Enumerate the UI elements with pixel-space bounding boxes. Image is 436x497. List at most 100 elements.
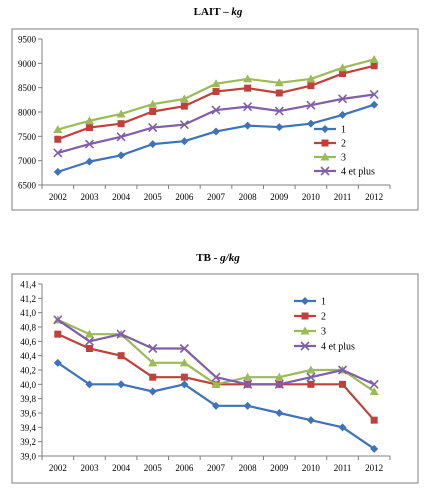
lait-x-tick-label: 2003	[80, 192, 99, 202]
lait-y-tick-label: 8500	[18, 83, 37, 93]
lait-y-tick-label: 9000	[18, 59, 37, 69]
lait-y-tick-label: 9500	[18, 35, 37, 45]
lait-data-point	[338, 110, 347, 119]
tb-data-point	[117, 380, 126, 389]
chart-1-title-separator: –	[220, 6, 232, 18]
tb-series-4	[53, 315, 379, 389]
tb-legend-label: 4 et plus	[321, 342, 355, 353]
tb-data-point	[54, 330, 62, 338]
lait-data-point	[211, 79, 221, 88]
lait-data-point	[149, 108, 157, 116]
lait-data-point	[338, 63, 348, 72]
lait-data-point	[180, 137, 189, 146]
lait-data-point	[244, 84, 252, 92]
chart-2-title: TB - g/kg	[0, 252, 436, 264]
tb-x-tick-label: 2010	[302, 463, 321, 473]
tb-data-point	[274, 372, 284, 381]
lait-data-point	[339, 70, 347, 78]
lait-x-tick-label: 2002	[49, 192, 67, 202]
lait-data-point	[148, 140, 157, 149]
lait-data-point	[306, 100, 316, 110]
tb-x-tick-label: 2007	[207, 463, 226, 473]
lait-data-point	[243, 102, 253, 112]
tb-legend-swatch-marker	[301, 312, 309, 320]
tb-data-point	[306, 372, 316, 382]
lait-legend: 1 2 3 4 et plus	[314, 125, 375, 178]
tb-y-tick-label: 40,8	[20, 323, 36, 333]
lait-data-point	[148, 99, 158, 108]
tb-x-tick-label: 2012	[365, 463, 383, 473]
lait-data-point	[337, 94, 348, 104]
tb-data-point	[339, 380, 347, 388]
lait-data-point	[275, 123, 284, 132]
lait-x-tick-label: 2008	[239, 192, 258, 202]
lait-data-point	[117, 120, 125, 128]
tb-x-tick-label: 2009	[270, 463, 289, 473]
lait-legend-label: 3	[341, 153, 346, 164]
tb-x-tick-label: 2005	[144, 463, 163, 473]
lait-data-point	[306, 74, 316, 83]
lait-series-1	[53, 100, 379, 176]
tb-data-point	[307, 380, 315, 388]
tb-legend-label: 1	[321, 297, 326, 308]
lait-data-point	[274, 78, 284, 87]
tb-data-point	[243, 401, 252, 410]
tb-y-tick-label: 40,0	[20, 380, 36, 390]
lait-x-tick-label: 2004	[112, 192, 131, 202]
tb-data-point	[117, 352, 125, 360]
tb-y-tick-label: 41,4	[20, 280, 36, 290]
tb-data-point	[370, 444, 379, 453]
tb-data-point	[148, 343, 158, 354]
tb-data-point	[53, 358, 62, 367]
tb-x-tick-label: 2006	[175, 463, 194, 473]
lait-legend-label: 2	[341, 139, 346, 150]
tb-data-point	[306, 365, 316, 374]
tb-data-point	[148, 387, 157, 396]
tb-legend: 1 2 3 4 et plus	[294, 297, 355, 353]
tb-data-point	[179, 358, 189, 367]
lait-series-2	[54, 62, 378, 143]
lait-line-chart: 6500 7000 7500 8000 8500 9000 9500 2002 2003 2004…	[11, 28, 419, 211]
lait-x-tick-label: 2006	[175, 192, 194, 202]
tb-data-point	[211, 372, 221, 382]
tb-data-point	[180, 373, 188, 381]
lait-data-point	[306, 119, 315, 128]
lait-data-point	[116, 109, 126, 118]
tb-y-tick-label: 39,2	[20, 437, 36, 447]
tb-y-tick-label: 39,6	[20, 409, 36, 419]
tb-y-tick-label: 41,2	[20, 294, 36, 304]
lait-legend-label: 1	[341, 125, 346, 136]
lait-data-point	[84, 116, 94, 125]
lait-x-tick-label: 2012	[365, 192, 383, 202]
tb-y-tick-label: 39,4	[20, 423, 36, 433]
lait-data-point	[85, 157, 94, 166]
lait-data-point	[243, 74, 253, 83]
lait-data-point	[307, 82, 315, 90]
tb-line-chart: 39,0 39,2 39,4 39,6 39,8 40,0 40,2 40,4 40,6 40,8…	[11, 273, 419, 484]
lait-data-point	[85, 124, 93, 132]
lait-legend-label: 4 et plus	[341, 167, 375, 178]
lait-x-tick-label: 2005	[144, 192, 163, 202]
tb-legend-swatch-marker	[301, 297, 309, 305]
lait-y-tick-label: 8000	[18, 108, 37, 118]
tb-data-point	[148, 358, 158, 367]
lait-series-4	[53, 89, 379, 158]
lait-data-point	[370, 62, 378, 70]
chart-1-unit: kg	[231, 6, 243, 18]
lait-data-point	[274, 106, 284, 116]
lait-data-point	[116, 132, 126, 142]
tb-data-point	[306, 416, 315, 425]
tb-data-point	[212, 401, 220, 410]
tb-x-tick-label: 2004	[112, 463, 131, 473]
lait-data-point	[212, 88, 220, 96]
tb-data-point	[275, 409, 284, 417]
tb-y-tick-label: 40,4	[20, 351, 36, 361]
lait-data-point	[275, 89, 283, 97]
tb-y-tick-label: 39,0	[20, 452, 36, 462]
tb-data-point	[243, 379, 253, 389]
lait-data-point	[179, 120, 189, 130]
tb-legend-swatch-marker	[300, 326, 310, 335]
tb-x-tick-label: 2002	[49, 463, 67, 473]
lait-y-tick-label: 7000	[18, 156, 37, 166]
tb-series-1	[53, 358, 379, 453]
